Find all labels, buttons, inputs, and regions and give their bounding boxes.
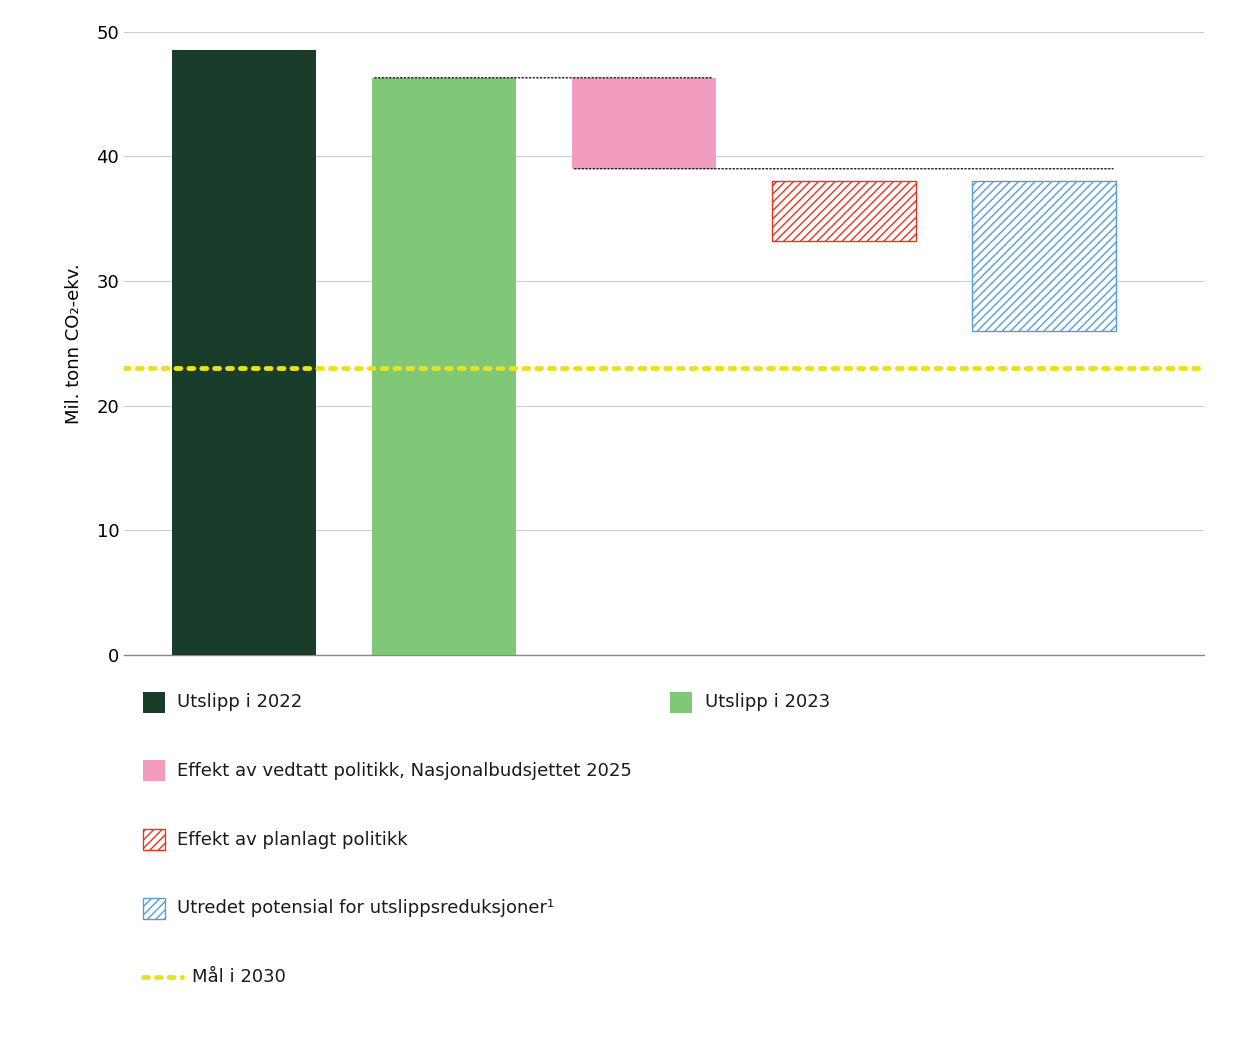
Text: Utslipp i 2022: Utslipp i 2022 <box>177 693 303 712</box>
Bar <box>972 182 1116 331</box>
Bar <box>972 182 1116 331</box>
Bar <box>172 51 316 655</box>
Text: Mål i 2030: Mål i 2030 <box>192 967 287 986</box>
Text: Effekt av vedtatt politikk, Nasjonalbudsjettet 2025: Effekt av vedtatt politikk, Nasjonalbuds… <box>177 761 633 780</box>
Text: Utredet potensial for utslippsreduksjoner¹: Utredet potensial for utslippsreduksjone… <box>177 899 555 918</box>
Text: Utslipp i 2023: Utslipp i 2023 <box>705 693 830 712</box>
Bar <box>372 78 516 655</box>
Text: Effekt av planlagt politikk: Effekt av planlagt politikk <box>177 830 408 849</box>
Bar <box>772 182 916 241</box>
Y-axis label: Mil. tonn CO₂-ekv.: Mil. tonn CO₂-ekv. <box>65 263 83 423</box>
Bar <box>772 182 916 241</box>
Bar <box>572 78 716 169</box>
